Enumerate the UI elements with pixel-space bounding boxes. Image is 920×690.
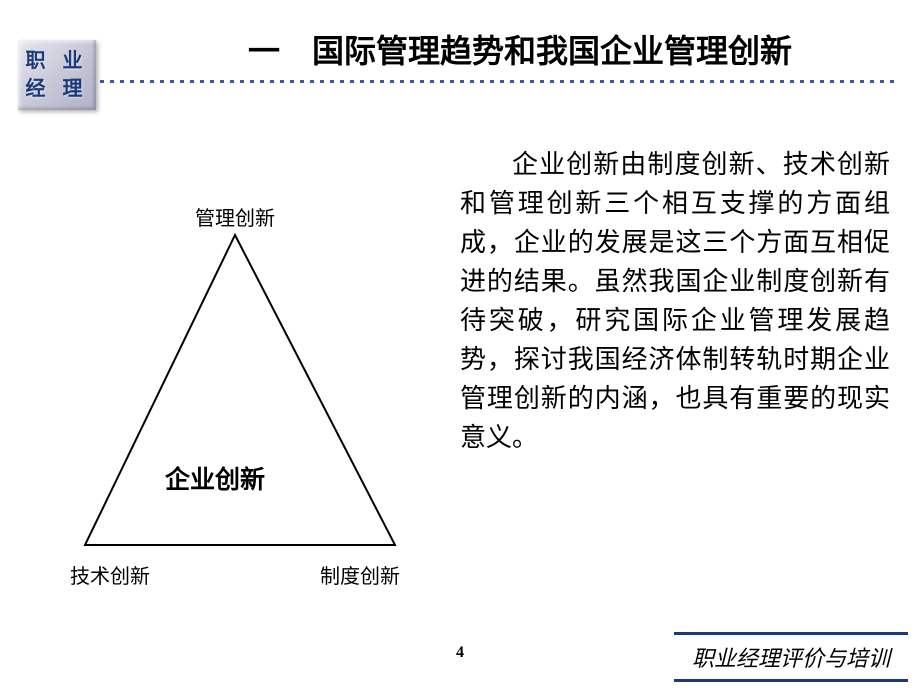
header-divider bbox=[100, 80, 900, 83]
triangle-label-bottom-left: 技术创新 bbox=[70, 560, 150, 589]
content-area: 管理创新 企业创新 技术创新 制度创新 企业创新由制度创新、技术创新和管理创新三… bbox=[0, 140, 920, 620]
triangle-shape bbox=[80, 230, 400, 550]
slide-container: 职 业 经 理 一 国际管理趋势和我国企业管理创新 管理创新 企业创新 技术创新… bbox=[0, 0, 920, 690]
logo-line-2: 经 理 bbox=[26, 75, 89, 103]
footer-caption: 职业经理评价与培训 bbox=[674, 632, 908, 682]
text-area: 企业创新由制度创新、技术创新和管理创新三个相互支撑的方面组成，企业的发展是这三个… bbox=[460, 140, 920, 620]
triangle-center-label: 企业创新 bbox=[165, 460, 265, 496]
page-title: 一 国际管理趋势和我国企业管理创新 bbox=[160, 26, 880, 72]
triangle-diagram: 管理创新 企业创新 技术创新 制度创新 bbox=[0, 140, 460, 620]
body-paragraph: 企业创新由制度创新、技术创新和管理创新三个相互支撑的方面组成，企业的发展是这三个… bbox=[460, 145, 890, 457]
triangle-label-top: 管理创新 bbox=[195, 202, 275, 231]
triangle-label-bottom-right: 制度创新 bbox=[320, 560, 400, 589]
logo-line-1: 职 业 bbox=[26, 47, 89, 75]
logo-badge: 职 业 经 理 bbox=[18, 40, 96, 110]
